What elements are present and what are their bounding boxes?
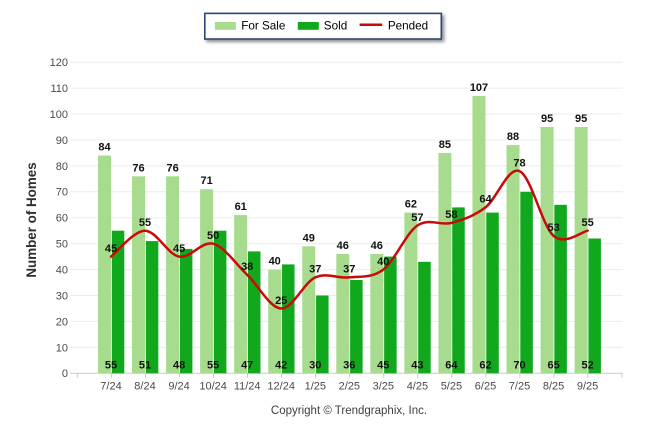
svg-text:30: 30	[309, 360, 321, 372]
svg-text:95: 95	[575, 113, 587, 125]
svg-text:70: 70	[513, 360, 525, 372]
svg-text:78: 78	[513, 157, 525, 169]
svg-text:45: 45	[105, 243, 117, 255]
svg-text:7/25: 7/25	[509, 381, 530, 393]
svg-text:38: 38	[241, 261, 253, 273]
svg-text:5/25: 5/25	[441, 381, 462, 393]
svg-text:64: 64	[445, 360, 458, 372]
svg-text:46: 46	[371, 240, 383, 252]
svg-text:62: 62	[405, 199, 417, 211]
svg-text:50: 50	[56, 239, 68, 251]
svg-text:45: 45	[173, 243, 185, 255]
svg-text:76: 76	[166, 162, 178, 174]
svg-text:46: 46	[337, 240, 349, 252]
svg-text:36: 36	[343, 360, 355, 372]
svg-text:Copyright © Trendgraphix, Inc.: Copyright © Trendgraphix, Inc.	[271, 405, 427, 417]
svg-text:55: 55	[105, 360, 117, 372]
svg-text:55: 55	[139, 217, 151, 229]
svg-text:9/25: 9/25	[577, 381, 598, 393]
svg-text:37: 37	[343, 264, 355, 276]
svg-text:61: 61	[235, 201, 247, 213]
svg-text:8/25: 8/25	[543, 381, 564, 393]
svg-text:7/24: 7/24	[100, 381, 121, 393]
svg-text:20: 20	[56, 316, 68, 328]
svg-text:53: 53	[547, 222, 559, 234]
svg-text:64: 64	[479, 194, 492, 206]
svg-text:90: 90	[56, 135, 68, 147]
svg-text:47: 47	[241, 360, 253, 372]
svg-text:110: 110	[50, 83, 68, 95]
svg-text:1/25: 1/25	[305, 381, 326, 393]
svg-text:85: 85	[439, 139, 451, 151]
svg-text:4/25: 4/25	[407, 381, 428, 393]
svg-text:10: 10	[56, 342, 68, 354]
svg-text:For Sale: For Sale	[241, 20, 285, 33]
svg-text:43: 43	[411, 360, 423, 372]
svg-text:37: 37	[309, 264, 321, 276]
svg-text:Sold: Sold	[324, 20, 347, 33]
svg-text:57: 57	[411, 212, 423, 224]
svg-text:40: 40	[56, 265, 68, 277]
svg-text:25: 25	[275, 295, 287, 307]
svg-text:3/25: 3/25	[373, 381, 394, 393]
svg-text:60: 60	[56, 213, 68, 225]
svg-text:30: 30	[56, 290, 68, 302]
svg-text:100: 100	[50, 109, 68, 121]
svg-text:Number of Homes: Number of Homes	[24, 162, 39, 277]
svg-text:71: 71	[200, 175, 212, 187]
svg-text:55: 55	[207, 360, 219, 372]
svg-text:12/24: 12/24	[267, 381, 295, 393]
svg-text:50: 50	[207, 230, 219, 242]
svg-text:40: 40	[269, 256, 281, 268]
svg-text:95: 95	[541, 113, 553, 125]
svg-text:120: 120	[50, 57, 68, 69]
svg-text:9/24: 9/24	[168, 381, 189, 393]
svg-text:10/24: 10/24	[199, 381, 227, 393]
svg-text:45: 45	[377, 360, 389, 372]
svg-text:80: 80	[56, 161, 68, 173]
svg-text:58: 58	[445, 209, 457, 221]
svg-text:62: 62	[479, 360, 491, 372]
svg-text:8/24: 8/24	[134, 381, 155, 393]
svg-text:76: 76	[132, 162, 144, 174]
svg-text:70: 70	[56, 187, 68, 199]
svg-text:65: 65	[547, 360, 559, 372]
svg-text:51: 51	[139, 360, 151, 372]
svg-text:11/24: 11/24	[234, 381, 261, 393]
svg-text:49: 49	[303, 232, 315, 244]
svg-text:0: 0	[62, 368, 68, 380]
svg-text:55: 55	[581, 217, 593, 229]
svg-text:52: 52	[581, 360, 593, 372]
svg-text:Pended: Pended	[388, 20, 428, 33]
svg-text:107: 107	[470, 82, 488, 94]
svg-text:84: 84	[98, 142, 111, 154]
svg-text:2/25: 2/25	[339, 381, 360, 393]
svg-text:48: 48	[173, 360, 185, 372]
svg-text:88: 88	[507, 131, 519, 143]
svg-text:40: 40	[377, 256, 389, 268]
svg-text:42: 42	[275, 360, 287, 372]
svg-text:6/25: 6/25	[475, 381, 496, 393]
